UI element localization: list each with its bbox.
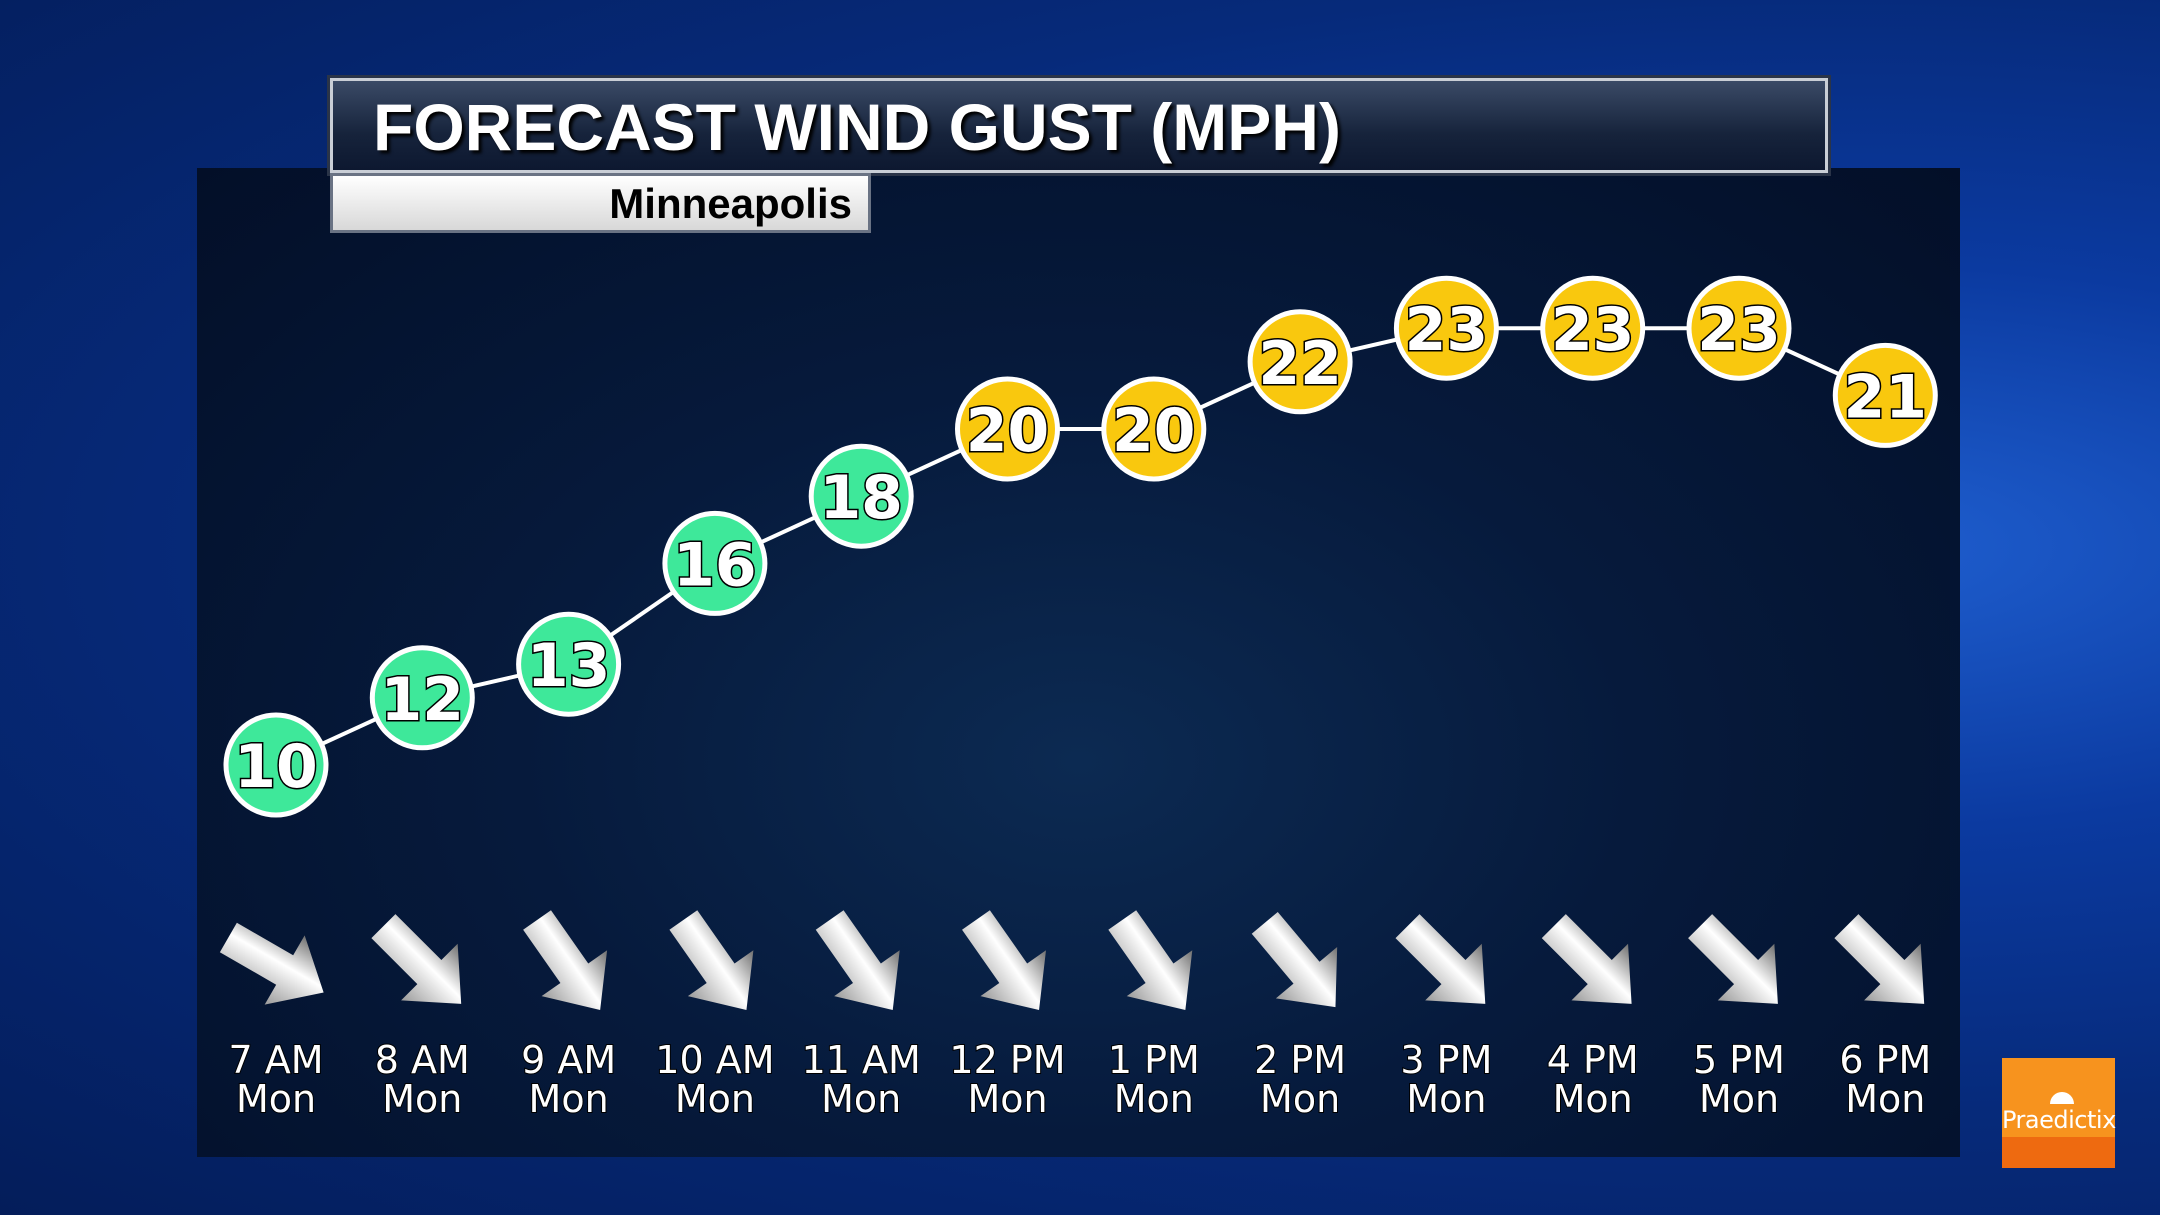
- x-tick-day: Mon: [1260, 1077, 1340, 1121]
- data-label: 13: [527, 631, 611, 701]
- data-point: [1101, 376, 1207, 482]
- x-tick-time: 2 PM: [1254, 1038, 1346, 1082]
- data-point: [516, 611, 622, 717]
- x-tick-day: Mon: [1699, 1077, 1779, 1121]
- x-tick-time: 4 PM: [1547, 1038, 1639, 1082]
- wind-direction-arrow-icon: [1834, 914, 1925, 1004]
- x-tick-time: 5 PM: [1693, 1038, 1785, 1082]
- x-tick-time: 8 AM: [375, 1038, 470, 1082]
- x-tick-time: 9 AM: [521, 1038, 616, 1082]
- data-point: [808, 443, 914, 549]
- x-tick-day: Mon: [236, 1077, 316, 1121]
- umbrella-icon: [2050, 1092, 2074, 1104]
- wind-direction-arrow-icon: [669, 910, 754, 1011]
- data-label: 23: [1405, 295, 1489, 365]
- x-tick-time: 11 AM: [802, 1038, 921, 1082]
- data-point: [369, 645, 475, 751]
- data-point: [1393, 275, 1499, 381]
- data-point: [1247, 309, 1353, 415]
- x-tick-time: 1 PM: [1108, 1038, 1200, 1082]
- data-label: 20: [1112, 396, 1196, 466]
- x-tick-day: Mon: [1553, 1077, 1633, 1121]
- wind-direction-arrow-icon: [371, 914, 462, 1004]
- data-label: 21: [1844, 362, 1928, 432]
- x-tick-time: 3 PM: [1400, 1038, 1492, 1082]
- wind-direction-arrow-icon: [962, 910, 1047, 1011]
- data-point: [662, 510, 768, 616]
- data-label: 23: [1697, 295, 1781, 365]
- x-tick-day: Mon: [967, 1077, 1047, 1121]
- x-tick-time: 7 AM: [228, 1038, 323, 1082]
- data-point: [1686, 275, 1792, 381]
- title-bar: FORECAST WIND GUST (MPH): [330, 78, 1828, 173]
- data-point: [1832, 342, 1938, 448]
- praedictix-logo: Praedictix: [2002, 1058, 2116, 1168]
- data-label: 18: [819, 463, 903, 533]
- data-label: 22: [1258, 329, 1342, 399]
- data-label: 12: [381, 665, 465, 735]
- x-tick-time: 6 PM: [1839, 1038, 1931, 1082]
- wind-direction-arrow-icon: [1108, 910, 1193, 1011]
- wind-direction-arrow-icon: [1688, 914, 1778, 1004]
- data-label: 10: [234, 732, 318, 802]
- chart-title: FORECAST WIND GUST (MPH): [373, 90, 1341, 164]
- data-label: 16: [673, 530, 757, 600]
- x-tick-day: Mon: [1406, 1077, 1486, 1121]
- x-tick-day: Mon: [529, 1077, 609, 1121]
- wind-direction-arrow-icon: [1395, 914, 1486, 1004]
- x-tick-day: Mon: [382, 1077, 462, 1121]
- data-point: [223, 712, 329, 818]
- x-tick-day: Mon: [675, 1077, 755, 1121]
- wind-direction-arrow-icon: [815, 910, 900, 1011]
- data-label: 23: [1551, 295, 1635, 365]
- x-tick-time: 12 PM: [949, 1038, 1065, 1082]
- location-label: Minneapolis: [609, 180, 852, 227]
- data-point: [1540, 275, 1646, 381]
- wind-direction-arrow-icon: [1251, 911, 1338, 1008]
- wind-direction-arrow-icon: [1541, 914, 1632, 1004]
- x-tick-time: 10 AM: [655, 1038, 774, 1082]
- location-box: Minneapolis: [330, 173, 871, 233]
- wind-direction-arrow-icon: [219, 922, 324, 1005]
- x-tick-day: Mon: [1114, 1077, 1194, 1121]
- data-label: 20: [966, 396, 1050, 466]
- wind-direction-arrow-icon: [523, 910, 608, 1011]
- chart-panel: [197, 168, 1960, 1157]
- x-tick-day: Mon: [821, 1077, 901, 1121]
- logo-text: Praedictix: [2002, 1106, 2116, 1134]
- x-tick-day: Mon: [1845, 1077, 1925, 1121]
- data-point: [955, 376, 1060, 482]
